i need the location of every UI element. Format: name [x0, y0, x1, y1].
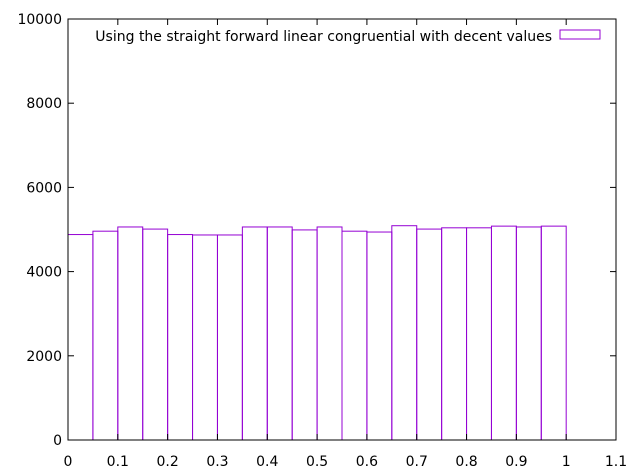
- x-tick-label: 0.5: [306, 454, 328, 470]
- histogram-bar: [67, 234, 94, 441]
- histogram-bar: [142, 228, 169, 441]
- bars-group: [67, 225, 567, 441]
- histogram-bar: [416, 228, 443, 441]
- histogram-bar: [540, 225, 567, 441]
- y-tick-label: 0: [53, 433, 62, 449]
- x-tick-label: 0.6: [356, 454, 378, 470]
- x-tick-label: 0: [64, 454, 73, 470]
- histogram-bar: [192, 234, 218, 441]
- histogram-bar: [466, 227, 492, 441]
- histogram-bar: [366, 231, 393, 441]
- y-tick-label: 10000: [17, 12, 62, 28]
- x-tick-label: 0.8: [455, 454, 477, 470]
- histogram-bar: [117, 226, 144, 441]
- histogram-bar: [167, 234, 194, 441]
- histogram-bar: [441, 227, 468, 441]
- ticks-group: 0 0.1 0.2 0.3 0.4 0.5 0.6 0.7 0.8 0.9 1 1.1 0 2000 400…: [17, 12, 627, 470]
- histogram-bar: [92, 230, 119, 441]
- x-tick-label: 0.7: [406, 454, 428, 470]
- histogram-bar: [490, 225, 517, 441]
- histogram-bar: [515, 226, 542, 441]
- histogram-bar: [316, 226, 343, 441]
- histogram-bar: [216, 234, 243, 441]
- x-tick-label: 0.3: [206, 454, 228, 470]
- plot-frame: [67, 18, 617, 441]
- y-tick-label: 6000: [26, 180, 62, 196]
- x-tick-label: 0.1: [107, 454, 129, 470]
- x-tick-label: 0.2: [157, 454, 179, 470]
- legend-label: Using the straight forward linear congru…: [95, 29, 552, 45]
- legend: Using the straight forward linear congru…: [95, 29, 601, 45]
- histogram-bar: [391, 225, 418, 441]
- x-tick-label: 1.1: [605, 454, 627, 470]
- histogram-bar: [266, 226, 293, 441]
- histogram-bar: [241, 226, 268, 441]
- x-tick-label: 0.9: [505, 454, 527, 470]
- y-tick-label: 4000: [26, 265, 62, 281]
- histogram-bar: [291, 229, 318, 441]
- x-tick-label: 0.4: [256, 454, 278, 470]
- x-tick-label: 1: [562, 454, 571, 470]
- y-tick-label: 8000: [26, 96, 62, 112]
- histogram-bar: [341, 230, 368, 441]
- y-tick-label: 2000: [26, 349, 62, 365]
- legend-swatch: [559, 29, 601, 40]
